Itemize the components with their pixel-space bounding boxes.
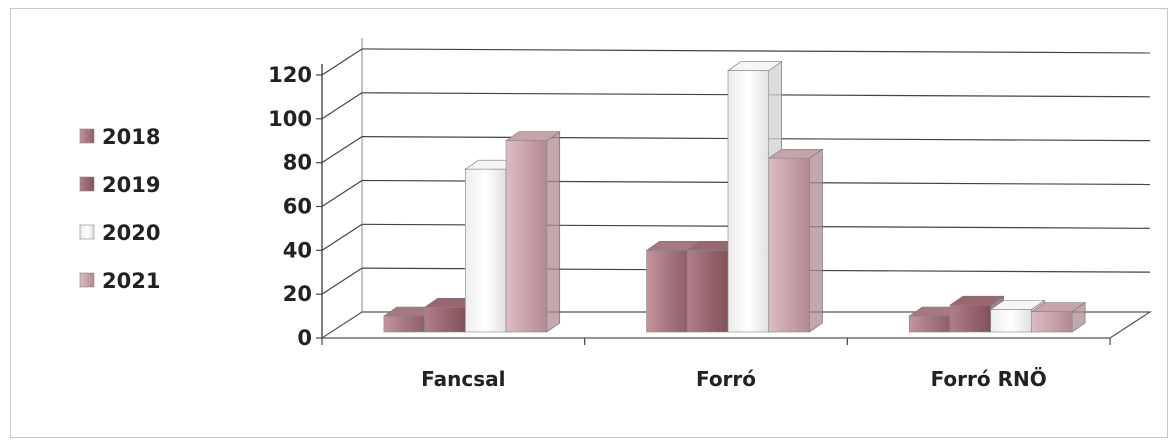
bar-forro-2021 xyxy=(767,148,824,333)
legend-swatch xyxy=(79,224,95,240)
chart-frame xyxy=(10,8,1168,438)
legend-label: 2020 xyxy=(102,221,160,245)
y-tick-label: 0 xyxy=(297,326,312,350)
x-category-label: Forró RNÖ xyxy=(931,367,1047,391)
bar-front xyxy=(383,315,425,333)
bar-front xyxy=(949,304,991,333)
gridline-side xyxy=(321,267,363,295)
legend-label: 2021 xyxy=(102,269,160,293)
gridline-side xyxy=(321,48,363,76)
gridline-side xyxy=(321,179,363,207)
bar-front xyxy=(505,140,548,333)
legend: 2018 2019 2020 2021 xyxy=(79,125,160,293)
gridline-side xyxy=(321,136,363,164)
y-tick-label: 20 xyxy=(283,282,312,306)
bar-front xyxy=(768,157,810,333)
y-tick-label: 40 xyxy=(283,238,312,262)
legend-item-2021: 2021 xyxy=(79,269,160,293)
x-category-label: Fancsal xyxy=(421,367,505,391)
bar-front xyxy=(908,315,951,333)
bar-fancsal-2021 xyxy=(505,131,561,333)
gridline-side xyxy=(321,223,363,251)
legend-label: 2018 xyxy=(102,125,160,149)
bar-front xyxy=(465,168,507,333)
bar-side xyxy=(809,148,823,333)
legend-label: 2019 xyxy=(102,173,160,197)
gridline-side xyxy=(321,92,363,120)
bar-forro-rno-2019 xyxy=(948,295,1005,333)
legend-item-2019: 2019 xyxy=(79,173,160,197)
bar-forro-rno-2021 xyxy=(1030,302,1087,333)
legend-item-2020: 2020 xyxy=(79,221,160,245)
y-tick-label: 80 xyxy=(283,151,312,175)
y-tick-label: 100 xyxy=(268,107,312,131)
bar-front xyxy=(1031,311,1073,333)
bar-front xyxy=(424,307,466,333)
bar-front xyxy=(686,250,729,333)
y-tick-label: 120 xyxy=(268,63,312,87)
x-category-label: Forró xyxy=(696,367,756,391)
bar-front xyxy=(646,250,688,333)
bar-side xyxy=(546,131,561,333)
legend-swatch xyxy=(79,128,95,144)
y-tick-label: 60 xyxy=(283,194,312,218)
bar-front xyxy=(727,70,770,333)
legend-item-2018: 2018 xyxy=(79,125,160,149)
gridline xyxy=(361,48,1151,54)
bars xyxy=(382,61,1087,333)
legend-swatch xyxy=(79,272,95,288)
legend-swatch xyxy=(79,176,95,192)
axes: 0 20 40 60 80 100 120 Fancsal Forró Forró RNÖ xyxy=(268,63,1111,391)
bar-front xyxy=(990,309,1032,333)
